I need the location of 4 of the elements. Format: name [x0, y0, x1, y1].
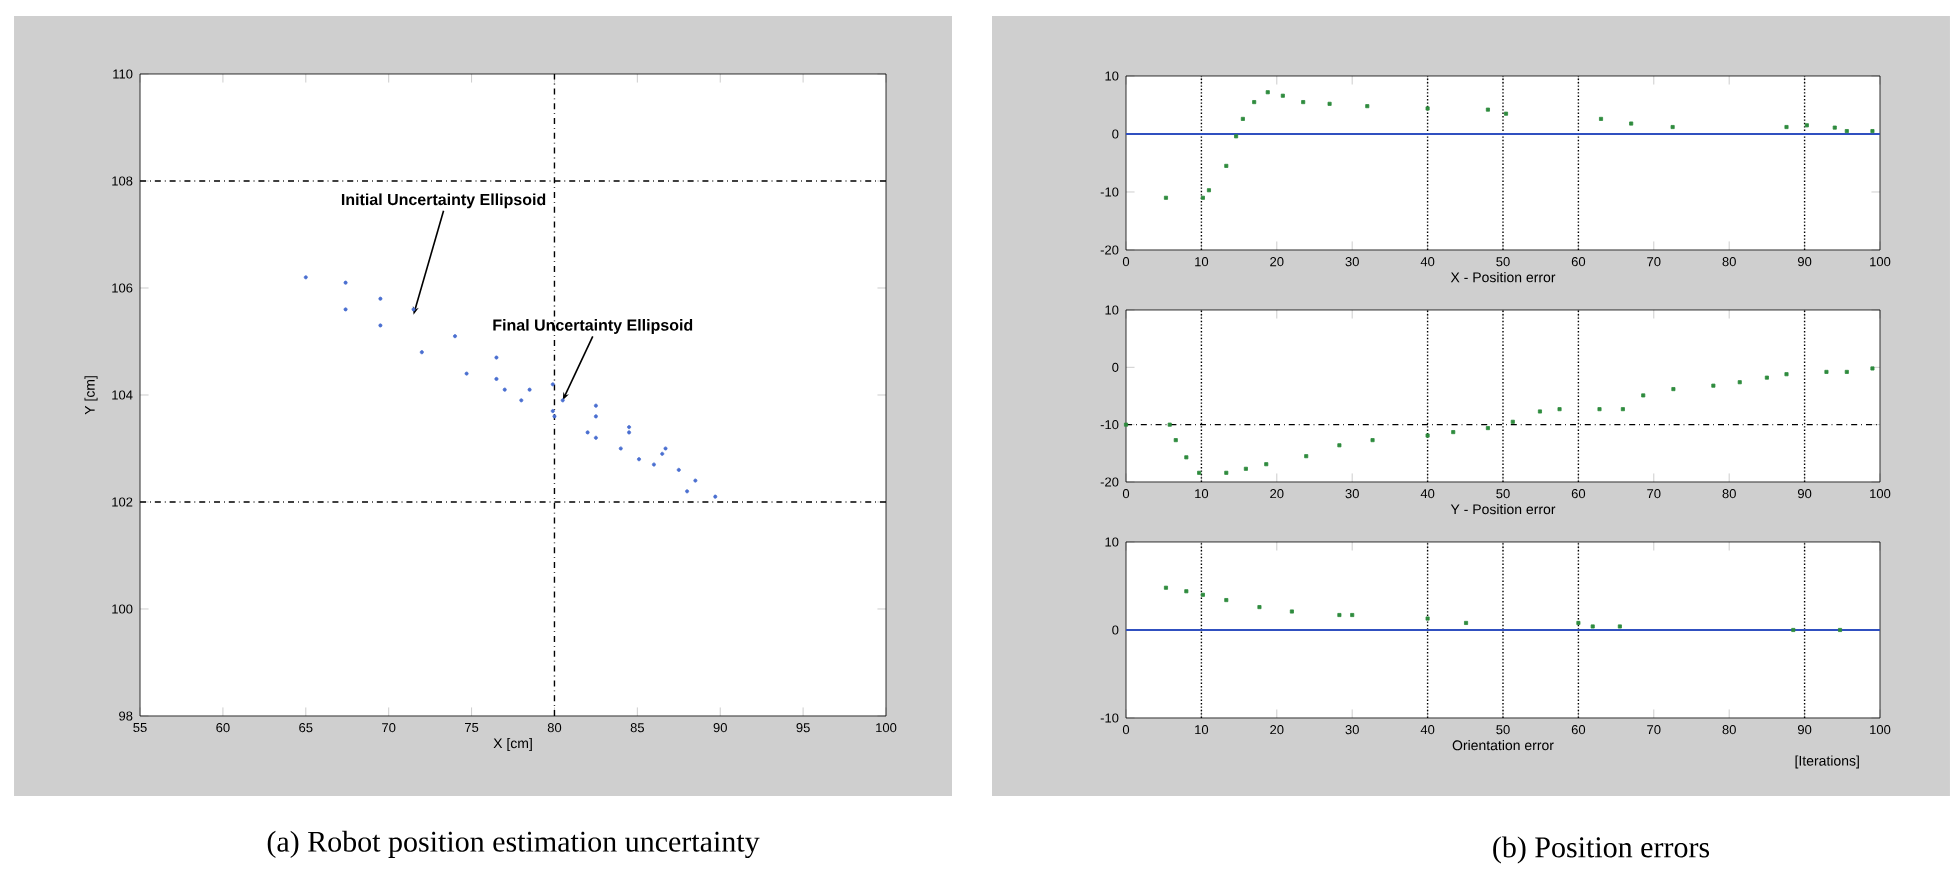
annotation: Final Uncertainty Ellipsoid [493, 319, 693, 334]
annotation: Initial Uncertainty Ellipsoid [341, 193, 546, 209]
text: (b) Position errors [1493, 836, 1710, 864]
text: (a) Robot position estimation uncertainty [267, 830, 760, 858]
